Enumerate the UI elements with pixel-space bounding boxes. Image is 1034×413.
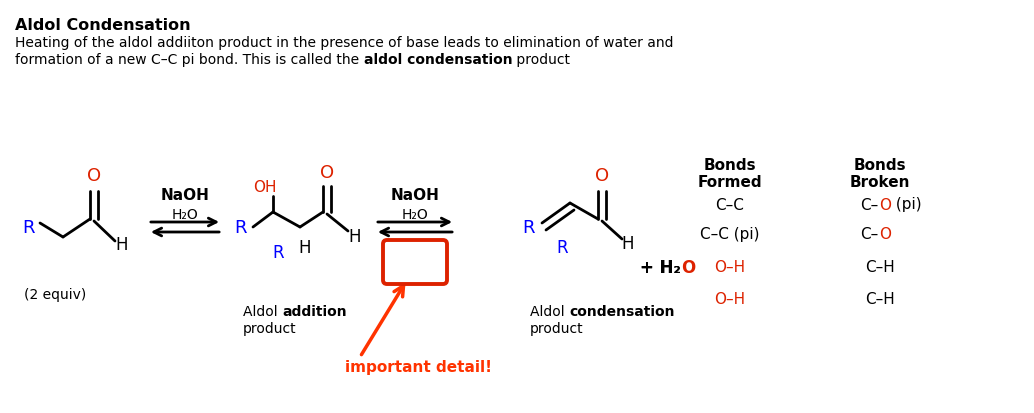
- Text: C–: C–: [859, 227, 878, 242]
- Text: H: H: [116, 235, 128, 254]
- Text: aldol condensation: aldol condensation: [364, 53, 512, 67]
- Text: Bonds
Broken: Bonds Broken: [850, 158, 910, 190]
- Text: Aldol Condensation: Aldol Condensation: [16, 18, 190, 33]
- Text: condensation: condensation: [569, 304, 674, 318]
- FancyBboxPatch shape: [383, 240, 447, 284]
- Text: Aldol: Aldol: [243, 304, 282, 318]
- Text: C–H: C–H: [865, 260, 894, 275]
- Text: Aldol: Aldol: [530, 304, 569, 318]
- Text: O: O: [87, 166, 101, 185]
- Text: product: product: [512, 53, 570, 67]
- Text: H: H: [299, 238, 311, 256]
- Text: O–H: O–H: [714, 260, 746, 275]
- Text: NaOH: NaOH: [160, 187, 210, 202]
- Text: R: R: [234, 218, 246, 236]
- Text: heat: heat: [395, 255, 434, 270]
- Text: O: O: [879, 227, 891, 242]
- Text: formation of a new C–C pi bond. This is called the: formation of a new C–C pi bond. This is …: [16, 53, 364, 67]
- Text: H₂O: H₂O: [401, 207, 428, 221]
- Text: R: R: [522, 218, 535, 236]
- Text: R: R: [556, 238, 568, 256]
- Text: C–C (pi): C–C (pi): [700, 227, 760, 242]
- Text: C–: C–: [859, 197, 878, 212]
- Text: product: product: [243, 321, 297, 335]
- Text: product: product: [530, 321, 583, 335]
- Text: + H₂: + H₂: [640, 259, 680, 276]
- Text: O: O: [320, 164, 334, 182]
- Text: O: O: [879, 197, 891, 212]
- Text: H: H: [621, 235, 634, 252]
- Text: important detail!: important detail!: [345, 360, 492, 375]
- Text: (2 equiv): (2 equiv): [24, 287, 86, 301]
- Text: + H₂: + H₂: [640, 259, 680, 276]
- Text: O: O: [680, 259, 695, 276]
- Text: OH: OH: [253, 180, 277, 195]
- Text: addition: addition: [282, 304, 346, 318]
- Text: O: O: [595, 166, 609, 185]
- Text: H: H: [348, 228, 361, 245]
- Text: Bonds
Formed: Bonds Formed: [698, 158, 762, 190]
- Text: NaOH: NaOH: [391, 187, 439, 202]
- Text: O–H: O–H: [714, 292, 746, 307]
- Text: Heating of the aldol addiiton product in the presence of base leads to eliminati: Heating of the aldol addiiton product in…: [16, 36, 673, 50]
- Text: R: R: [22, 218, 34, 236]
- Text: R: R: [272, 243, 283, 261]
- Text: (pi): (pi): [891, 197, 921, 212]
- Text: H₂O: H₂O: [172, 207, 199, 221]
- Text: C–H: C–H: [865, 292, 894, 307]
- Text: C–C: C–C: [716, 197, 744, 212]
